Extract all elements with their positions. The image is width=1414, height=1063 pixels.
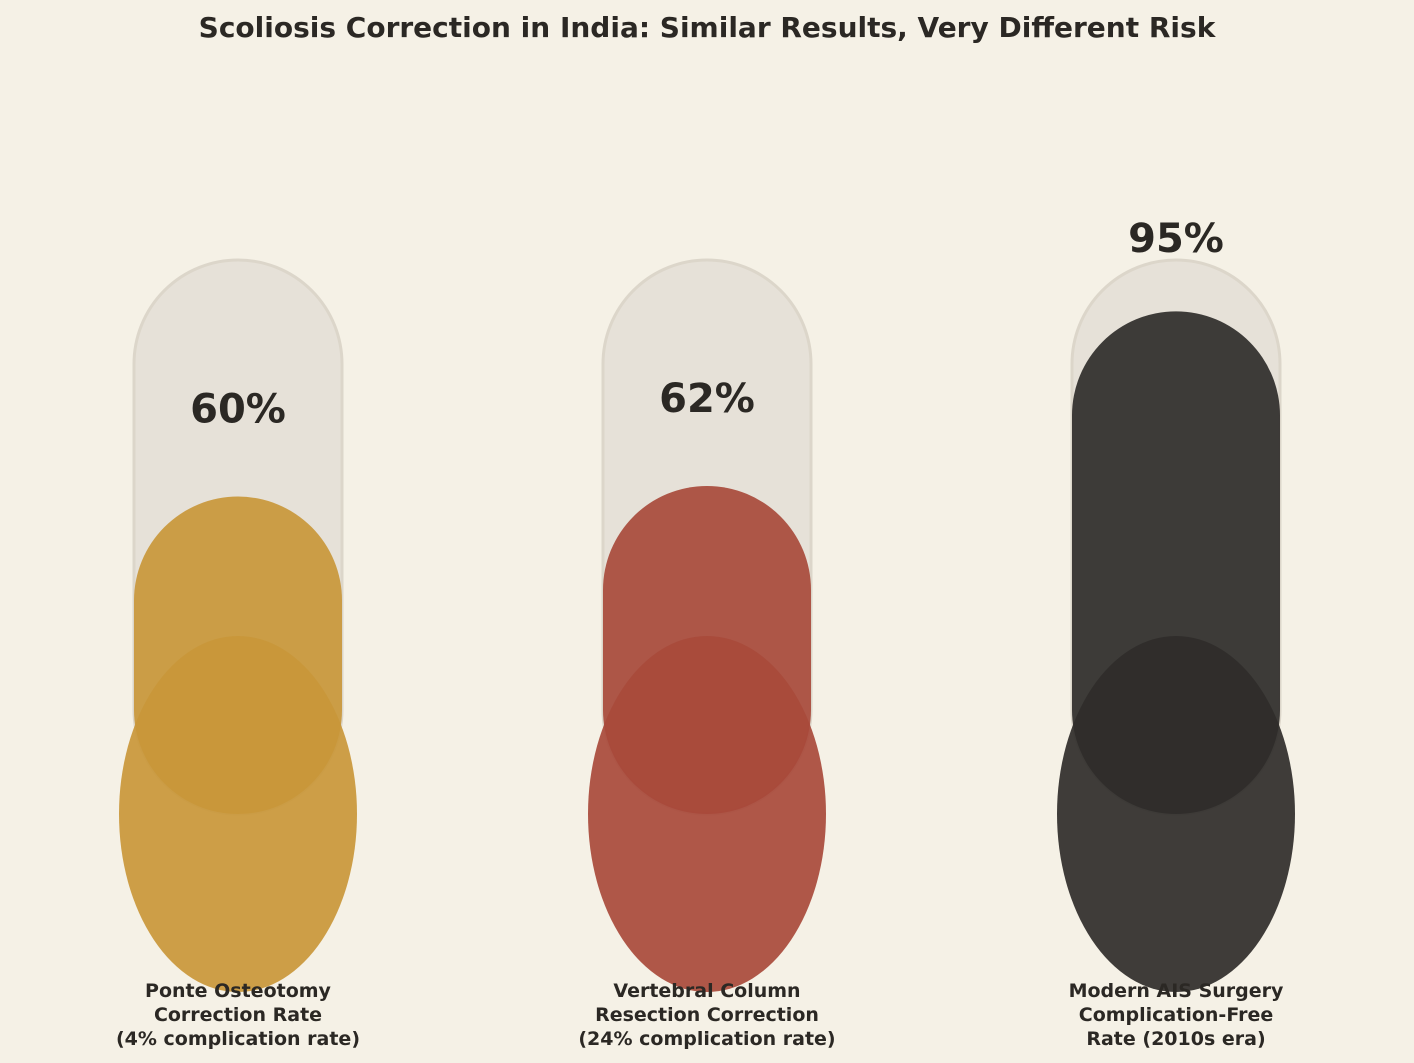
value-label: 60% [190, 387, 286, 433]
category-label: Modern AIS Surgery Complication-Free Rate … [1069, 980, 1284, 1050]
bar-bulb [1057, 636, 1295, 992]
category-label: Ponte Osteotomy Correction Rate (4% compli… [116, 980, 360, 1050]
bar-bulb [119, 636, 357, 992]
thermometer-bar: 60% Ponte Osteotomy Correction Rate (4% com… [116, 258, 360, 1050]
thermometer-bar: 62% Vertebral Column Resection Correction(… [578, 258, 836, 1050]
thermometer-bar: 95% Modern AIS Surgery Complication-Free Ra… [1057, 216, 1295, 1050]
value-label: 95% [1128, 216, 1224, 262]
value-label: 62% [659, 376, 755, 422]
category-label: Vertebral Column Resection Correction (24%… [578, 980, 835, 1050]
chart-title: Scoliosis Correction in India: Similar R… [198, 11, 1216, 44]
bar-bulb [588, 636, 826, 992]
